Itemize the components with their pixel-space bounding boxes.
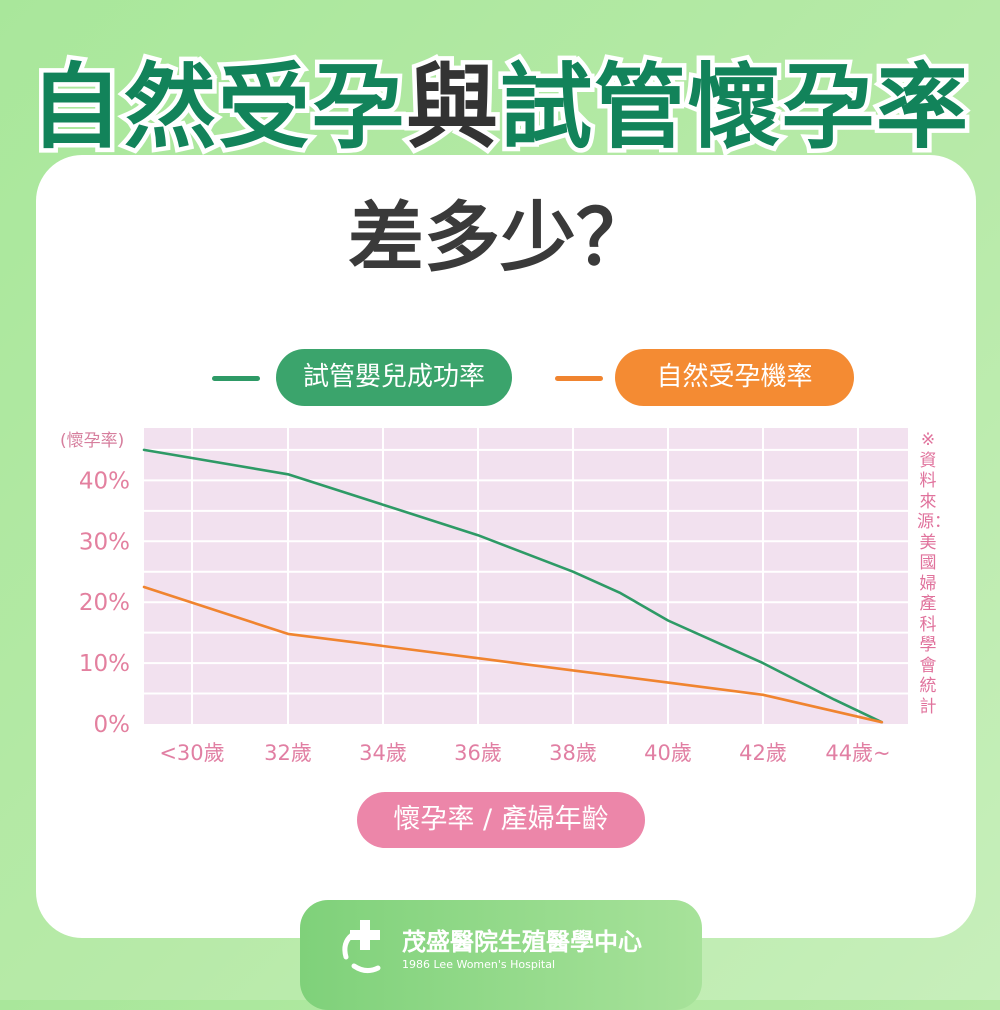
title-part-and: 與 <box>401 53 502 162</box>
source-note: ※資料來源：美國婦產科學會統計 <box>917 430 951 717</box>
y-tick-label: 20% <box>79 590 130 616</box>
y-tick-label: 30% <box>79 529 130 555</box>
title-part-ivf: 試管懷孕率 <box>495 53 972 162</box>
x-tick-label: 34歲 <box>359 741 407 765</box>
hospital-english-name: 1986 Lee Women's Hospital <box>402 958 556 971</box>
legend-natural-label: 自然受孕機率 <box>615 349 854 406</box>
y-tick-label: 40% <box>79 468 130 494</box>
y-axis-label: (懷孕率) <box>60 431 125 451</box>
x-tick-label: 40歲 <box>644 741 692 765</box>
x-tick-label: 32歲 <box>264 741 312 765</box>
x-tick-label: <30歲 <box>159 741 224 765</box>
footer-bar <box>300 900 702 1010</box>
natural-conception-line <box>142 585 884 724</box>
page-subtitle: 差多少？ <box>348 193 652 282</box>
x-tick-label: 38歲 <box>549 741 597 765</box>
x-tick-label: 36歲 <box>454 741 502 765</box>
hospital-name: 茂盛醫院生殖醫學中心 <box>402 928 642 956</box>
x-tick-label: 42歲 <box>739 741 787 765</box>
x-tick-label: 44歲~ <box>825 741 890 765</box>
y-tick-label: 0% <box>94 712 131 738</box>
plot-area <box>144 428 908 724</box>
legend-ivf-label: 試管嬰兒成功率 <box>276 349 512 406</box>
x-axis-label: 懷孕率 / 產婦年齡 <box>357 792 645 848</box>
ivf-success-line <box>142 448 884 724</box>
page-title: 自然受孕與試管懷孕率 <box>0 53 1000 162</box>
legend-natural-swatch <box>555 376 603 381</box>
title-part-natural: 自然受孕 <box>25 53 408 162</box>
legend-ivf-swatch <box>212 376 260 381</box>
y-tick-label: 10% <box>79 651 130 677</box>
